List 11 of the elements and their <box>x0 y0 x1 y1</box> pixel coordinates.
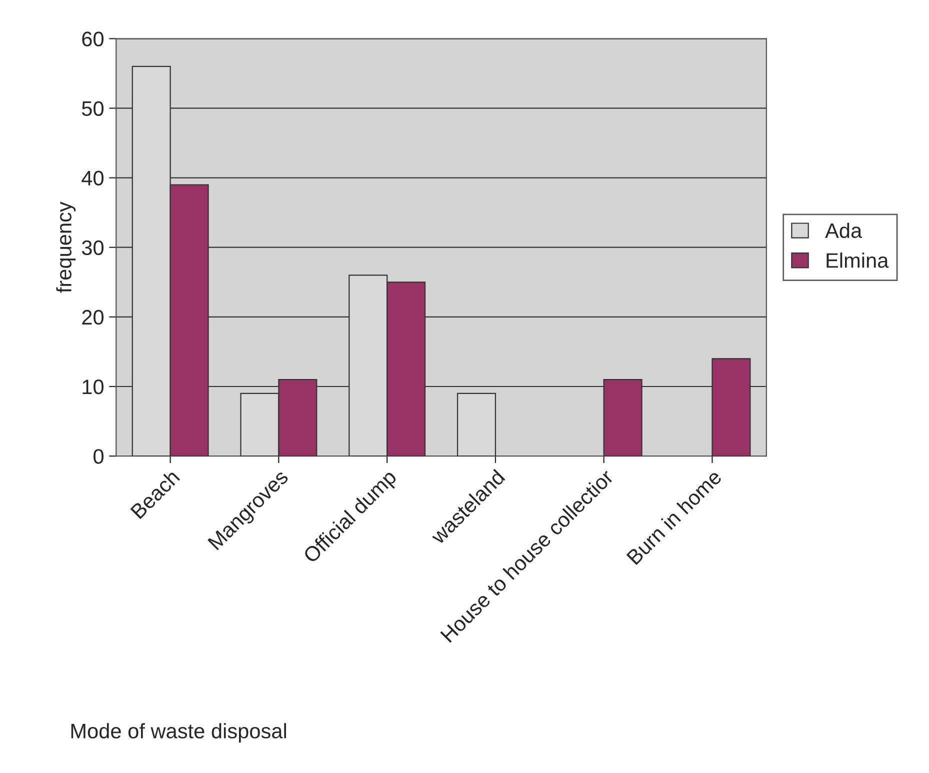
y-tick-label: 0 <box>94 449 104 464</box>
y-tick-label: 60 <box>82 32 104 46</box>
y-tick-label: 50 <box>82 101 104 116</box>
y-axis-title: frequency <box>56 202 76 293</box>
y-tick-label: 10 <box>82 380 104 394</box>
y-tick-label: 20 <box>82 310 104 325</box>
x-axis-title: Mode of waste disposal <box>71 723 286 743</box>
y-tick-label: 30 <box>82 240 104 256</box>
y-tick-label: 40 <box>82 170 104 186</box>
legend-label: Ada <box>825 222 862 238</box>
legend-label: Elmina <box>826 252 889 268</box>
